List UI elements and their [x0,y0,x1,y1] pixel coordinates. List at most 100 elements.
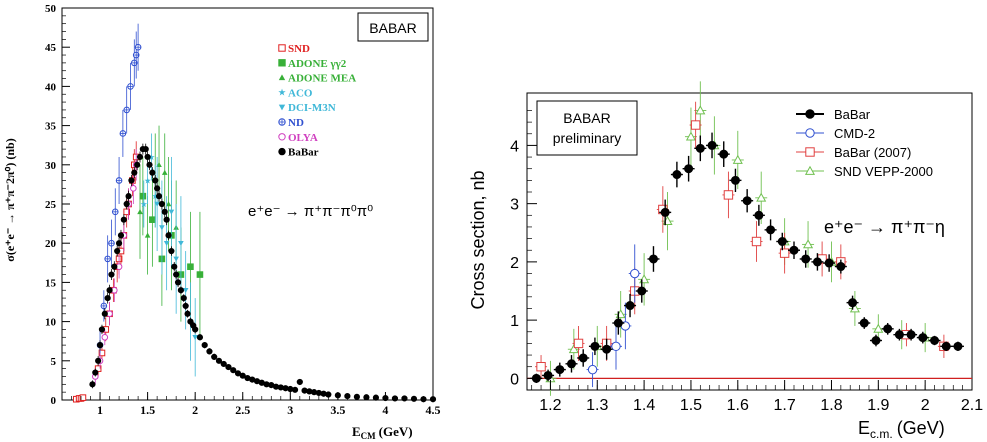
left-data-point [98,326,106,333]
right-data-point [719,149,729,159]
left-chart: ★★★★ 1 1.5 2 2.5 3 3.5 4 4.50510152025303540455… [3,3,441,441]
right-legend-label: BaBar (2007) [834,145,911,160]
right-legend: BaBar CMD-2 BaBar (2007) SND VEPP-2000 [796,107,933,179]
right-data-point [543,370,553,380]
left-data-point [173,256,179,262]
left-data-point [201,342,208,349]
right-data-point [742,196,752,206]
left-x-axis-label-main: E [352,424,361,439]
left-y-tick-label: 15 [45,277,57,289]
left-y-tick-label: 45 [45,42,57,54]
left-data-point [115,177,123,184]
left-legend-entry-nd: ND [278,117,304,129]
left-legend-marker [278,44,286,52]
left-data-point [211,353,218,360]
left-data-point [225,363,232,371]
left-data-point [234,370,242,377]
left-data-point [163,240,170,246]
left-legend-entry-snd: SND [278,43,310,55]
right-data-point [756,192,767,202]
left-data-point [125,193,132,200]
left-data-point [168,209,175,215]
left-legend-entry-dci-m3n: DCI-M3N [278,102,336,114]
left-data-point [173,271,180,278]
right-legend-entry-babar: BaBar [796,107,871,122]
left-data-point [142,146,149,153]
left-data-point [206,348,213,355]
right-x-tick-label: 1.2 [539,397,561,414]
left-data-point [104,255,111,263]
left-data-point [92,369,99,376]
left-data-point [111,208,119,216]
left-y-tick-label: 25 [45,199,57,211]
left-data-point [159,225,165,231]
left-legend-marker [278,74,286,81]
right-data-point [894,330,904,340]
left-data-point [161,169,168,175]
right-series-cmd-2 [586,244,641,388]
left-y-tick-label: 5 [51,356,57,368]
left-legend-marker [278,104,286,111]
left-data-point [156,162,162,168]
left-data-point [108,271,115,278]
left-y-tick-label: 30 [45,160,57,172]
right-data-point [695,105,706,115]
left-legend-marker [278,147,286,156]
left-x-tick-label: 3.5 [330,403,345,417]
right-data-point [536,362,546,372]
left-data-point [128,177,135,184]
right-data-point [695,143,705,153]
left-data-point [230,367,237,374]
left-legend-entry-olya: OLYA [278,132,318,144]
left-data-point [100,302,108,310]
left-legend-entry-adone-2: ADONE γγ2 [278,58,347,70]
right-legend-marker [805,109,815,119]
left-data-point [101,333,109,341]
right-data-point [690,120,701,130]
right-legend-label: SND VEPP-2000 [834,164,933,179]
left-data-point [192,335,198,341]
right-data-point [777,237,787,246]
left-y-axis-label: σ(e⁺e⁻ → π⁺π⁻2π⁰) (nb) [3,138,17,261]
right-data-point [648,254,658,264]
right-badge-box [536,100,638,156]
left-x-tick-label: 4.5 [426,403,441,417]
right-data-point [779,248,790,258]
left-data-point [149,216,156,223]
right-data-point [801,254,811,264]
left-data-point [165,201,172,207]
left-data-point [215,357,223,364]
left-data-point [95,357,102,364]
right-data-point [859,318,869,328]
left-data-point [96,342,104,349]
right-legend-label: CMD-2 [834,126,875,141]
left-data-point [149,169,156,176]
left-legend-marker [278,118,286,126]
right-data-point [567,359,576,369]
left-legend-label: ND [288,117,304,129]
right-data-point [953,341,963,351]
right-data-point [568,344,579,354]
left-badge: BABAR [369,20,416,36]
right-data-point [685,131,696,141]
left-y-tick-label: 0 [51,395,57,407]
left-y-tick-label: 10 [45,317,57,329]
right-data-point [812,257,822,267]
left-x-tick-label: 3 [287,403,293,417]
left-legend-label: OLYA [288,132,318,144]
left-data-point [114,247,121,255]
left-x-tick-label: 1 [97,403,103,417]
left-data-point [117,232,125,239]
left-legend-label: ACO [288,87,313,99]
right-data-point [630,268,640,279]
left-data-point [137,209,143,215]
right-y-tick-label: 1 [510,313,519,330]
left-data-point [152,177,159,184]
left-legend-label: BaBar [288,147,319,159]
right-data-point [930,336,940,345]
left-y-tick-label: 20 [45,238,57,250]
right-badge-line2: preliminary [553,130,621,146]
right-x-tick-label: 2 [921,397,930,414]
